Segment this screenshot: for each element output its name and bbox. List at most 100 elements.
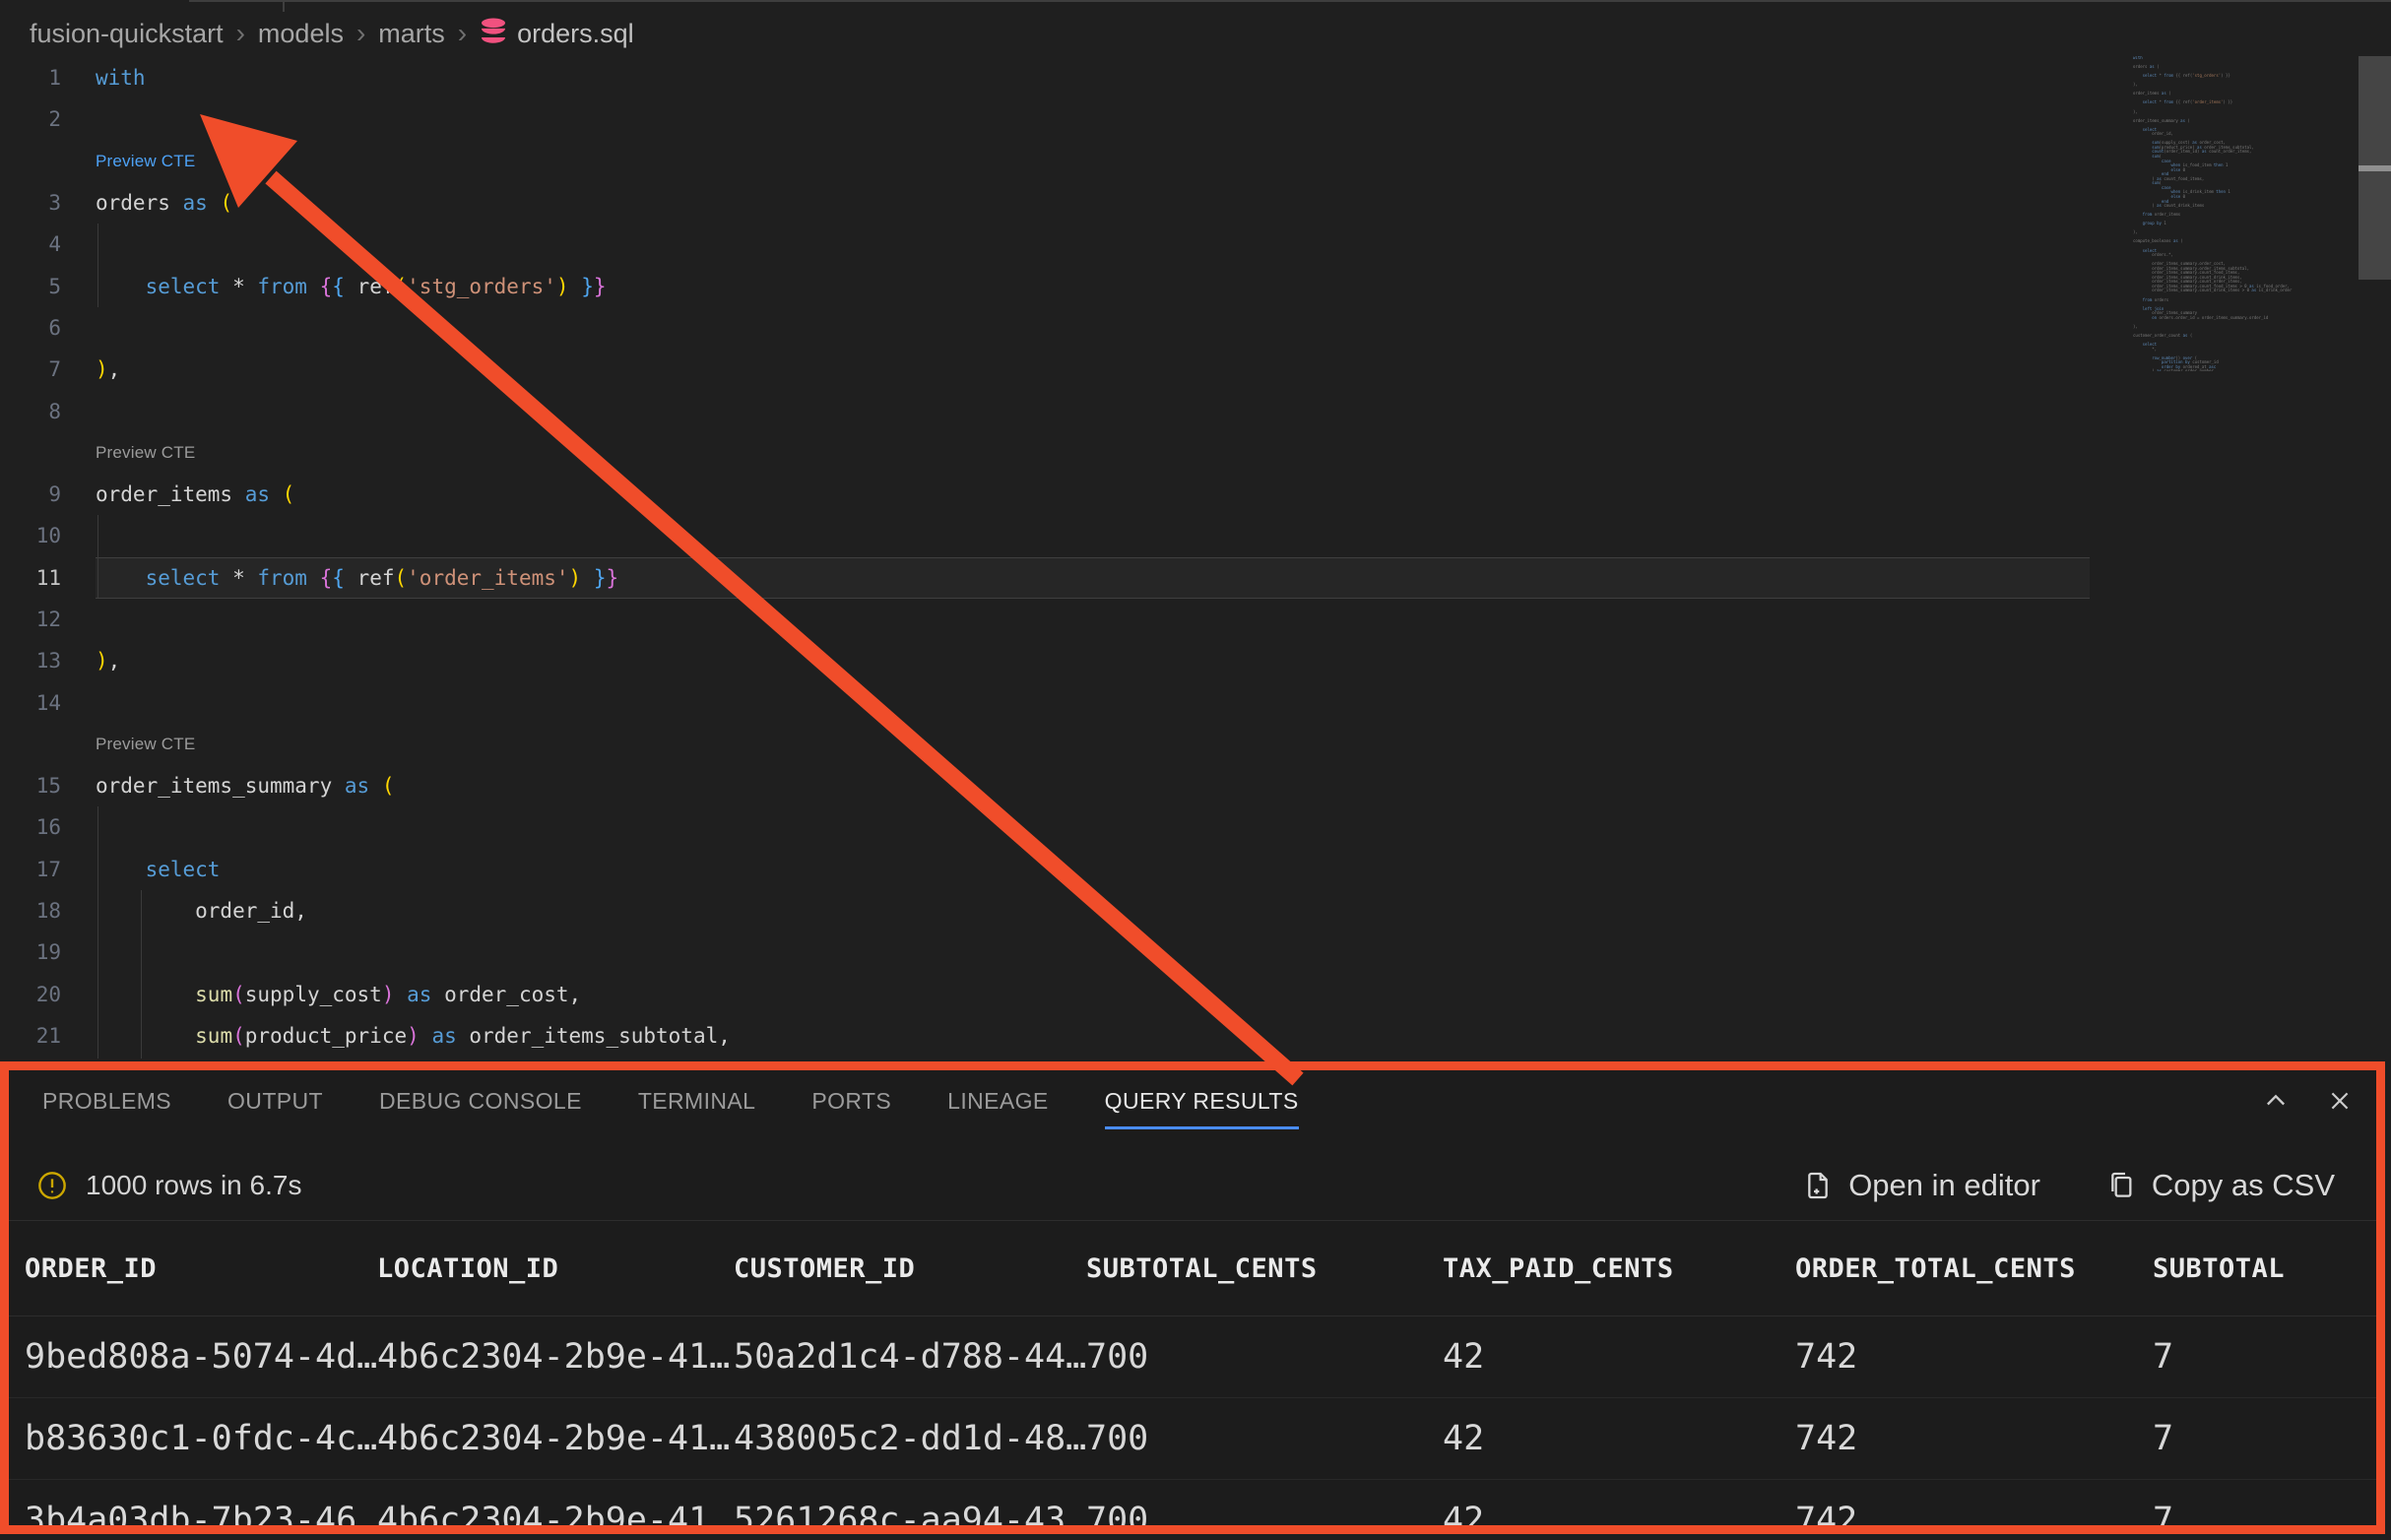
panel-tab-query-results[interactable]: QUERY RESULTS	[1104, 1070, 1299, 1131]
line-number: 16	[35, 815, 61, 840]
code-text[interactable]: with	[96, 66, 146, 91]
preview-cte-code-lens[interactable]: Preview CTE	[96, 151, 196, 170]
table-row[interactable]: 9bed808a-5074-4d… 4b6c2304-2b9e-41… 50a2d1…	[9, 1316, 2376, 1398]
code-text[interactable]	[96, 515, 2090, 556]
code-lens-row: Preview CTE	[0, 432, 2127, 474]
code-text[interactable]: orders as (	[96, 191, 233, 216]
tab-divider	[283, 0, 285, 12]
line-number: 19	[35, 940, 61, 965]
panel-tab-problems[interactable]: PROBLEMS	[42, 1087, 172, 1114]
chevron-up-icon[interactable]	[2262, 1087, 2290, 1115]
panel-tab-lineage[interactable]: LINEAGE	[947, 1087, 1049, 1114]
minimap[interactable]: with orders as ( select * from {{ ref('s…	[2127, 56, 2356, 371]
close-icon[interactable]	[2327, 1088, 2353, 1114]
copy-icon	[2105, 1170, 2137, 1201]
code-line: 7),	[0, 349, 2127, 390]
code-line: 4	[0, 224, 2127, 265]
table-cell: 438005c2-dd1d-48…	[734, 1419, 1086, 1458]
table-cell: 7	[2153, 1337, 2174, 1377]
code-line: 21 sum(product_price) as order_items_sub…	[0, 1015, 2127, 1057]
tab-bar-edge	[189, 0, 2391, 2]
breadcrumb-file[interactable]: orders.sql	[480, 18, 634, 49]
code-text[interactable]	[96, 390, 2090, 431]
code-line: 6	[0, 307, 2127, 349]
table-cell: 5261268c-aa94-43…	[734, 1501, 1086, 1534]
line-number: 4	[48, 232, 61, 257]
code-text[interactable]: select	[145, 857, 221, 881]
table-row[interactable]: b83630c1-0fdc-4c… 4b6c2304-2b9e-41… 438005…	[9, 1398, 2376, 1480]
line-number: 7	[48, 357, 61, 382]
code-text[interactable]	[96, 98, 2090, 140]
table-row[interactable]: 3b4a03db-7b23-46… 4b6c2304-2b9e-41… 526126…	[9, 1480, 2376, 1534]
code-text[interactable]: sum(product_price) as order_items_subtot…	[195, 1023, 731, 1048]
preview-cte-code-lens[interactable]: Preview CTE	[96, 734, 196, 753]
code-editor[interactable]: 1 with 2 Preview CTE 3 orders as (4 5 select *…	[0, 57, 2127, 1059]
code-line: 12	[0, 599, 2127, 640]
code-text[interactable]: select * from {{ ref('stg_orders') }}	[145, 274, 607, 298]
preview-cte-code-lens[interactable]: Preview CTE	[96, 442, 196, 462]
code-line: 3 orders as (	[0, 182, 2127, 224]
column-header: TAX_PAID_CENTS	[1443, 1252, 1674, 1284]
breadcrumb-item[interactable]: models	[257, 18, 344, 48]
line-number: 15	[35, 774, 61, 799]
result-actions: Open in editor Copy as CSV	[1802, 1168, 2349, 1203]
code-text[interactable]	[96, 224, 2090, 265]
column-header: ORDER_ID	[25, 1252, 158, 1284]
code-text[interactable]: select * from {{ ref('order_items') }}	[96, 556, 2090, 599]
action-label: Copy as CSV	[2151, 1168, 2335, 1202]
code-line: 11 select * from {{ ref('order_items') }…	[0, 556, 2127, 599]
table-cell: 42	[1443, 1337, 1485, 1377]
line-number: 10	[35, 524, 61, 548]
code-text[interactable]: order_items as (	[96, 482, 295, 507]
table-cell: b83630c1-0fdc-4c…	[25, 1419, 377, 1458]
code-line: 1 with	[0, 57, 2127, 98]
copy-as-csv-button[interactable]: Copy as CSV	[2105, 1168, 2335, 1203]
table-body: 9bed808a-5074-4d… 4b6c2304-2b9e-41… 50a2d1…	[9, 1316, 2376, 1534]
panel-tab-debug-console[interactable]: DEBUG CONSOLE	[378, 1087, 582, 1114]
panel-tab-output[interactable]: OUTPUT	[227, 1087, 323, 1114]
code-line: 16	[0, 806, 2127, 848]
code-line: 18 order_id,	[0, 890, 2127, 931]
code-lens-row: Preview CTE	[0, 141, 2127, 182]
line-number: 13	[35, 649, 61, 674]
breadcrumb-separator: ›	[457, 18, 468, 48]
code-line: 10	[0, 515, 2127, 556]
breadcrumb-file-name: orders.sql	[517, 18, 634, 48]
code-text[interactable]	[96, 681, 2090, 723]
line-number: 12	[35, 608, 61, 631]
code-text[interactable]	[96, 931, 2090, 973]
code-text[interactable]	[96, 307, 2090, 349]
line-number: 17	[35, 857, 61, 881]
line-number: 20	[35, 982, 61, 1006]
panel-tab-terminal[interactable]: TERMINAL	[637, 1087, 756, 1114]
code-text[interactable]	[96, 806, 2090, 848]
code-text[interactable]: ),	[96, 649, 121, 674]
table-cell: 7	[2153, 1419, 2174, 1458]
code-line: 14	[0, 681, 2127, 723]
code-text[interactable]	[96, 599, 2090, 640]
table-cell: 7	[2153, 1501, 2174, 1534]
warning-icon	[38, 1172, 66, 1199]
line-number: 1	[48, 66, 61, 91]
code-line: 8	[0, 390, 2127, 431]
table-cell: 700	[1086, 1501, 1149, 1534]
action-label: Open in editor	[1848, 1168, 2040, 1202]
table-cell: 4b6c2304-2b9e-41…	[377, 1501, 731, 1534]
code-text[interactable]: ),	[96, 357, 121, 382]
code-text[interactable]: order_items_summary as (	[96, 774, 395, 799]
code-text[interactable]: order_id,	[96, 899, 307, 924]
breadcrumb-item[interactable]: fusion-quickstart	[30, 18, 224, 48]
code-line: 17 select	[0, 849, 2127, 890]
query-results-table: ORDER_ID LOCATION_ID CUSTOMER_ID SUBTOTAL_C…	[9, 1221, 2376, 1534]
panel-tab-ports[interactable]: PORTS	[811, 1087, 892, 1114]
open-in-editor-button[interactable]: Open in editor	[1802, 1168, 2040, 1203]
line-number: 6	[48, 315, 61, 340]
table-cell: 42	[1443, 1501, 1485, 1534]
table-cell: 9bed808a-5074-4d…	[25, 1337, 377, 1377]
breadcrumb-item[interactable]: marts	[378, 18, 445, 48]
code-lens-row: Preview CTE	[0, 724, 2127, 765]
bottom-panel: PROBLEMS OUTPUT DEBUG CONSOLE TERMINAL PORTS…	[0, 1061, 2385, 1534]
status-text: 1000 rows in 6.7s	[86, 1170, 302, 1200]
code-text[interactable]: sum(supply_cost) as order_cost,	[195, 982, 582, 1006]
